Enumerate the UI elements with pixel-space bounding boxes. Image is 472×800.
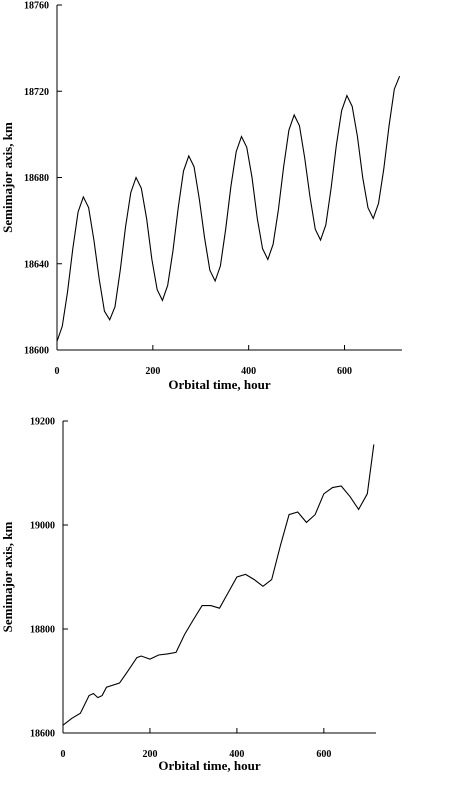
x-tick-label: 600 <box>316 749 331 760</box>
x-tick-label: 0 <box>61 749 66 760</box>
y-tick-label: 18760 <box>24 1 49 12</box>
x-tick-label: 200 <box>142 749 157 760</box>
y-axis-label: Semimajor axis, km <box>0 522 15 633</box>
y-tick-label: 18800 <box>30 625 55 636</box>
x-axis-label: Orbital time, hour <box>168 377 270 392</box>
data-line <box>56 75 401 342</box>
x-axis-label: Orbital time, hour <box>158 758 260 773</box>
y-tick-label: 18600 <box>24 346 49 357</box>
data-line <box>62 444 375 726</box>
x-tick-label: 400 <box>241 366 256 377</box>
x-tick-label: 400 <box>229 749 244 760</box>
y-tick-label: 19200 <box>30 417 55 428</box>
y-tick-label: 18600 <box>30 729 55 740</box>
x-tick-label: 600 <box>337 366 352 377</box>
x-tick-label: 200 <box>145 366 160 377</box>
y-tick-label: 19000 <box>30 521 55 532</box>
y-axis-label: Semimajor axis, km <box>0 122 15 233</box>
y-tick-label: 18720 <box>24 87 49 98</box>
y-tick-label: 18680 <box>24 173 49 184</box>
y-tick-label: 18640 <box>24 259 49 270</box>
x-tick-label: 0 <box>55 366 60 377</box>
